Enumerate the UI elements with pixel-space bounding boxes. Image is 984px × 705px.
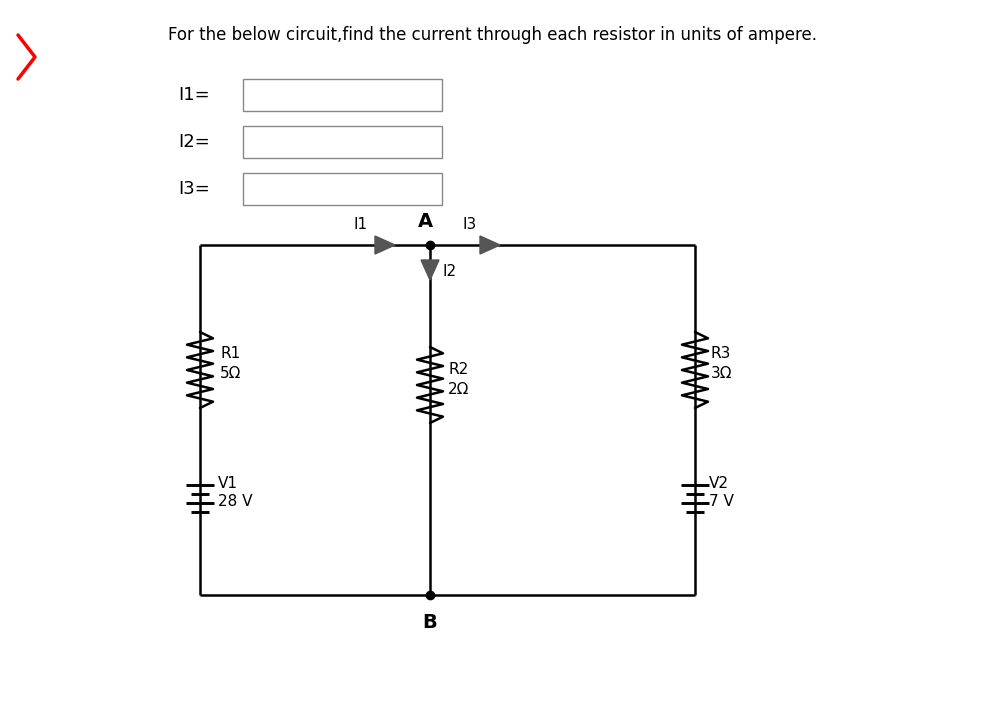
- Text: R1: R1: [220, 346, 240, 362]
- Text: 7 V: 7 V: [709, 493, 734, 508]
- Text: B: B: [422, 613, 437, 632]
- Text: For the below circuit,find the current through each resistor in units of ampere.: For the below circuit,find the current t…: [167, 26, 817, 44]
- Text: I3: I3: [462, 217, 477, 232]
- Polygon shape: [375, 236, 395, 254]
- Text: V2: V2: [709, 475, 729, 491]
- Text: A: A: [417, 212, 433, 231]
- Text: 5Ω: 5Ω: [220, 367, 241, 381]
- FancyBboxPatch shape: [243, 173, 442, 205]
- Text: 2Ω: 2Ω: [448, 381, 469, 396]
- Text: I1: I1: [354, 217, 368, 232]
- Text: 28 V: 28 V: [218, 493, 253, 508]
- Text: 3Ω: 3Ω: [711, 367, 732, 381]
- Text: R2: R2: [448, 362, 468, 376]
- Text: I2: I2: [442, 264, 457, 279]
- Text: R3: R3: [711, 346, 731, 362]
- Text: I1=: I1=: [178, 86, 210, 104]
- Text: I3=: I3=: [178, 180, 210, 198]
- Polygon shape: [480, 236, 500, 254]
- Text: V1: V1: [218, 475, 238, 491]
- FancyBboxPatch shape: [243, 126, 442, 158]
- Text: I2=: I2=: [178, 133, 210, 151]
- Polygon shape: [421, 260, 439, 280]
- FancyBboxPatch shape: [243, 79, 442, 111]
